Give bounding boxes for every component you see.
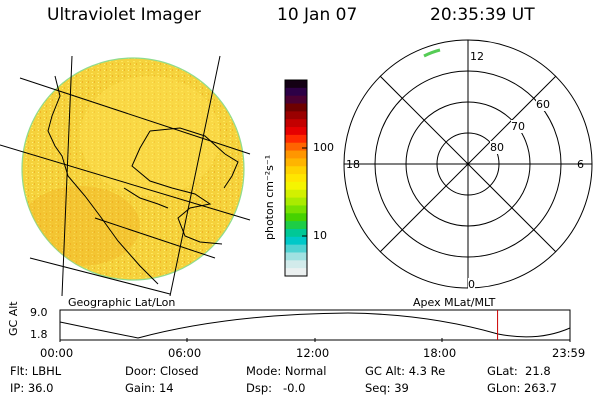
color-bar-tick-label-100: 100 [313, 141, 334, 154]
mlt-label-0: 0 [468, 278, 475, 291]
color-bar-band [285, 252, 307, 261]
color-bar [284, 79, 308, 277]
color-bar-band [285, 205, 307, 214]
color-bar-band [285, 197, 307, 206]
color-bar-band [285, 95, 307, 105]
ip-info: IP: 36.0 [10, 381, 54, 395]
glon-info: GLon: 263.7 [487, 381, 557, 395]
altitude-plot-frame [59, 309, 571, 341]
mlt-label-18: 18 [346, 158, 360, 171]
color-bar-band [285, 111, 307, 120]
altitude-x-ticks [59, 338, 571, 342]
gc-alt-info: GC Alt: 4.3 Re [365, 364, 446, 378]
mode-info: Mode: Normal [246, 364, 327, 378]
color-bar-tick-label-10: 10 [313, 229, 327, 242]
altitude-ymin: 1.8 [30, 328, 48, 341]
x-tick-1200: 12:00 [296, 346, 330, 360]
altitude-curve [59, 312, 571, 339]
time-label: 20:35:39 UT [430, 5, 535, 25]
color-bar-unit-label: photon cm⁻²s⁻¹ [263, 154, 276, 240]
dsp-info: Dsp: -0.0 [246, 381, 306, 395]
aurora-arc [423, 48, 441, 58]
mlat-label-70: 70 [511, 120, 525, 133]
filter-info: Flt: LBHL [10, 364, 62, 378]
color-bar-band [285, 158, 307, 167]
uv-image-disk [21, 57, 245, 281]
color-bar-band [285, 87, 307, 97]
color-bar-band [285, 228, 307, 238]
color-bar-band [285, 127, 307, 136]
apex-caption: Apex MLat/MLT [413, 296, 496, 309]
mlat-label-60: 60 [536, 98, 550, 111]
polar-plot [343, 39, 593, 289]
x-tick-0600: 06:00 [168, 346, 202, 360]
door-info: Door: Closed [125, 364, 199, 378]
mlt-spokes [344, 40, 592, 288]
geographic-caption: Geographic Lat/Lon [68, 296, 176, 309]
color-bar-band [285, 236, 307, 246]
color-bar-band [285, 103, 307, 112]
color-bar-band [285, 150, 307, 159]
x-tick-2359: 23:59 [552, 346, 586, 360]
color-bar-band [285, 268, 307, 277]
x-tick-1800: 18:00 [423, 346, 457, 360]
gain-info: Gain: 14 [125, 381, 174, 395]
color-bar-band [285, 213, 307, 222]
instrument-title: Ultraviolet Imager [47, 5, 201, 25]
altitude-ylabel: GC Alt [7, 301, 20, 336]
x-tick-0000: 00:00 [40, 346, 74, 360]
color-bar-gradient [285, 80, 307, 277]
color-bar-band [285, 221, 307, 230]
mlat-label-80: 80 [490, 141, 504, 154]
altitude-ymax: 9.0 [30, 306, 48, 319]
color-bar-band [285, 260, 307, 269]
color-bar-band [285, 142, 307, 152]
color-bar-band [285, 244, 307, 253]
mlt-label-12: 12 [470, 50, 484, 63]
color-bar-band [285, 189, 307, 199]
altitude-plot [59, 309, 571, 342]
coastline [47, 75, 239, 285]
date-label: 10 Jan 07 [277, 5, 358, 25]
glat-info: GLat: 21.8 [487, 364, 551, 378]
mlt-label-6: 6 [577, 158, 584, 171]
color-bar-band [285, 134, 307, 144]
color-bar-band [285, 80, 307, 89]
geographic-panel [0, 55, 251, 296]
seq-info: Seq: 39 [365, 381, 409, 395]
color-bar-band [285, 174, 307, 183]
color-bar-band [285, 119, 307, 128]
color-bar-frame [284, 79, 308, 277]
color-bar-band [285, 166, 307, 175]
color-bar-band [285, 181, 307, 191]
